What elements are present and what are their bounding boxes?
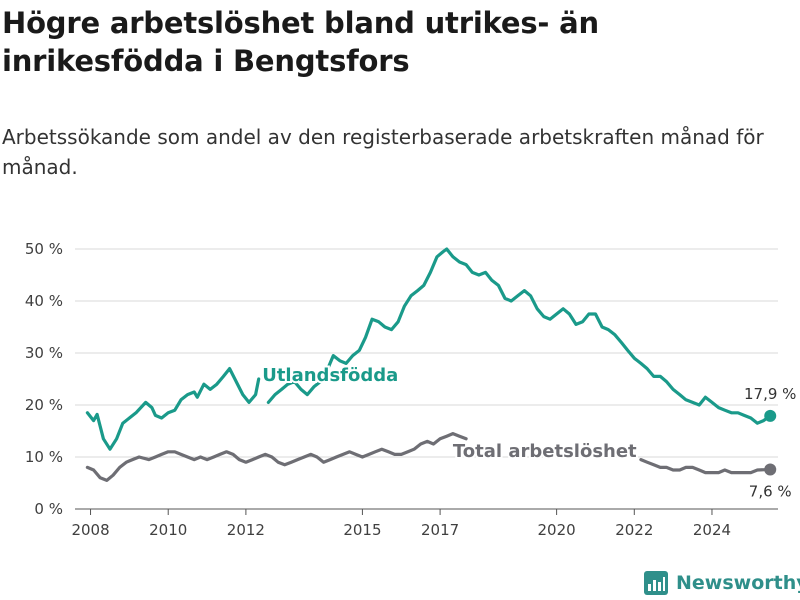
gridlines <box>75 248 778 458</box>
y-tick-label: 30 % <box>25 344 63 362</box>
x-tick-label: 2012 <box>227 521 265 539</box>
series-end-point <box>764 463 777 476</box>
series-label-utlandsfodda: Utlandsfödda <box>262 365 398 386</box>
y-tick-label: 40 % <box>25 292 63 310</box>
series-end-point <box>764 409 777 422</box>
brand-name: Newsworthy <box>676 572 800 594</box>
series-line-utlandsfodda <box>85 247 772 451</box>
x-tick-label: 2015 <box>343 521 381 539</box>
x-tick-label: 2010 <box>149 521 187 539</box>
y-axis-labels: 0 % 10 % 20 % 30 % 40 % 50 % <box>25 240 63 518</box>
brand-logo: Newsworthy <box>644 568 800 598</box>
chart-subtitle: Arbetssökande som andel av den registerb… <box>2 125 764 179</box>
y-tick-label: 50 % <box>25 240 63 258</box>
end-value-label: 17,9 % <box>744 385 796 403</box>
chart-title: Högre arbetslöshet bland utrikes- än inr… <box>2 6 599 78</box>
series-lines <box>85 247 777 482</box>
y-tick-label: 10 % <box>25 448 63 466</box>
x-tick-label: 2017 <box>421 521 459 539</box>
x-tick-label: 2008 <box>71 521 109 539</box>
end-value-label: 7,6 % <box>749 482 792 500</box>
bar-chart-logo-icon <box>644 571 668 595</box>
y-tick-label: 20 % <box>25 396 63 414</box>
series-labels: 17,9 % 7,6 % Utlandsfödda Total arbetslöshe… <box>260 363 796 500</box>
x-tick-label: 2024 <box>693 521 731 539</box>
series-line-total <box>85 432 772 482</box>
x-tick-label: 2022 <box>615 521 653 539</box>
x-axis: 2008 2010 2012 2015 2017 2020 2022 2024 <box>71 508 778 539</box>
series-label-total: Total arbetslöshet <box>453 441 637 462</box>
y-tick-label: 0 % <box>34 500 63 518</box>
x-tick-label: 2020 <box>538 521 576 539</box>
